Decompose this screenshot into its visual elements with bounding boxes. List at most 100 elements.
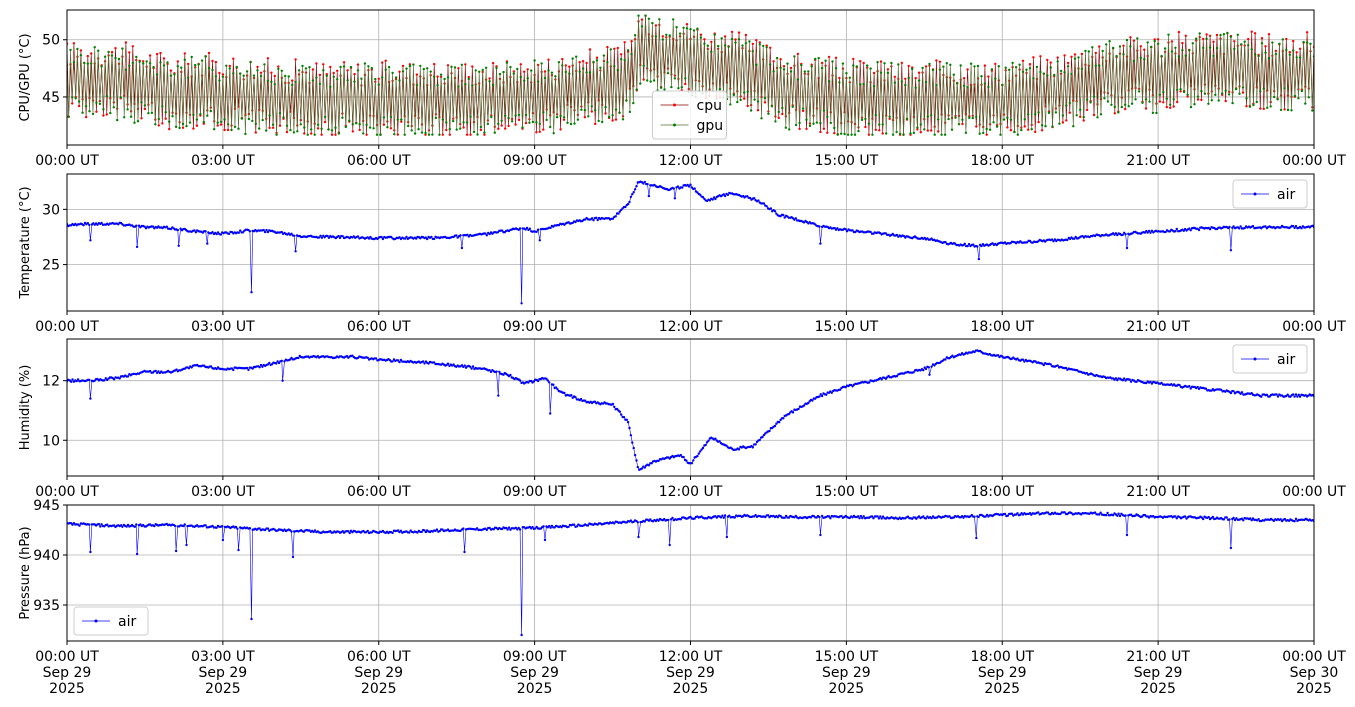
- data-point: [748, 40, 751, 43]
- data-point: [872, 71, 876, 75]
- x-tick-label: 21:00 UT: [1126, 153, 1190, 169]
- data-point: [773, 210, 777, 213]
- data-point: [226, 123, 230, 126]
- data-point: [227, 232, 231, 236]
- data-point: [833, 126, 836, 130]
- data-point: [128, 51, 131, 54]
- data-point: [1106, 511, 1109, 515]
- data-point: [870, 515, 874, 518]
- data-point: [626, 49, 630, 52]
- data-point: [956, 82, 959, 85]
- data-point: [973, 65, 976, 68]
- data-point: [801, 109, 805, 113]
- data-point: [568, 72, 571, 76]
- data-point: [703, 38, 706, 41]
- data-point: [542, 525, 545, 528]
- data-point: [945, 76, 948, 79]
- data-point: [1292, 49, 1295, 52]
- data-point: [530, 81, 533, 84]
- data-point: [469, 115, 472, 118]
- data-point: [211, 68, 214, 72]
- data-point: [957, 123, 961, 126]
- data-point: [879, 60, 883, 63]
- data-point: [403, 133, 406, 136]
- data-point: [1224, 99, 1227, 103]
- data-point: [415, 83, 419, 87]
- data-point: [708, 199, 712, 202]
- data-point: [446, 362, 450, 365]
- data-point: [631, 193, 634, 196]
- data-point: [714, 437, 717, 440]
- data-point: [1203, 92, 1207, 95]
- data-point: [1046, 74, 1049, 77]
- data-point: [711, 198, 714, 201]
- data-point: [668, 34, 671, 37]
- data-point: [1021, 59, 1025, 62]
- data-point: [1264, 225, 1267, 228]
- data-point: [964, 131, 968, 134]
- data-point: [280, 69, 283, 73]
- data-point: [1144, 98, 1148, 101]
- data-point: [886, 68, 890, 71]
- data-point: [668, 457, 671, 460]
- data-point: [266, 230, 270, 234]
- data-point: [1124, 103, 1127, 106]
- data-point: [427, 362, 430, 365]
- x-tick-label: 12:00 UT: [659, 649, 723, 665]
- data-point: [689, 515, 692, 519]
- data-point: [278, 124, 282, 127]
- data-point: [701, 446, 705, 450]
- data-point: [119, 96, 122, 99]
- data-point: [1125, 533, 1129, 537]
- data-point: [169, 227, 173, 231]
- data-point: [426, 67, 429, 70]
- data-point: [670, 85, 673, 89]
- data-point: [1026, 241, 1029, 244]
- data-point: [927, 366, 930, 369]
- data-point: [840, 132, 843, 135]
- data-point: [1165, 97, 1169, 100]
- data-point: [1177, 30, 1181, 34]
- data-point: [572, 523, 576, 526]
- data-point: [119, 524, 123, 527]
- data-point: [291, 555, 295, 559]
- data-point: [904, 83, 907, 87]
- data-point: [1117, 111, 1120, 114]
- data-point: [940, 133, 943, 136]
- data-point: [635, 459, 638, 462]
- data-point: [374, 357, 378, 360]
- data-point: [633, 453, 637, 457]
- data-point: [424, 133, 427, 136]
- data-point: [431, 133, 434, 136]
- data-point: [464, 63, 467, 66]
- data-point: [1037, 120, 1040, 124]
- data-point: [975, 125, 978, 128]
- data-point: [1079, 115, 1082, 119]
- series-air: [67, 511, 1314, 637]
- data-point: [678, 32, 682, 35]
- data-point: [214, 60, 218, 64]
- data-point: [237, 548, 240, 552]
- data-point: [707, 439, 710, 442]
- data-point: [971, 116, 974, 120]
- data-point: [211, 524, 214, 528]
- data-point: [1030, 128, 1033, 131]
- data-point: [112, 524, 116, 527]
- legend-label: gpu: [697, 118, 724, 134]
- data-point: [1205, 33, 1208, 36]
- data-point: [1084, 63, 1087, 66]
- data-point: [654, 24, 658, 27]
- data-point: [114, 56, 117, 60]
- data-point: [88, 110, 91, 113]
- data-point: [1144, 107, 1148, 110]
- data-point: [1249, 517, 1252, 520]
- data-point: [509, 65, 512, 69]
- data-point: [760, 117, 763, 120]
- data-point: [448, 127, 451, 131]
- data-point: [776, 516, 779, 519]
- x-tick-label: 00:00 UT: [1282, 319, 1346, 335]
- data-point: [320, 133, 323, 136]
- data-point: [900, 61, 903, 65]
- data-point: [90, 52, 93, 55]
- data-point: [629, 519, 633, 522]
